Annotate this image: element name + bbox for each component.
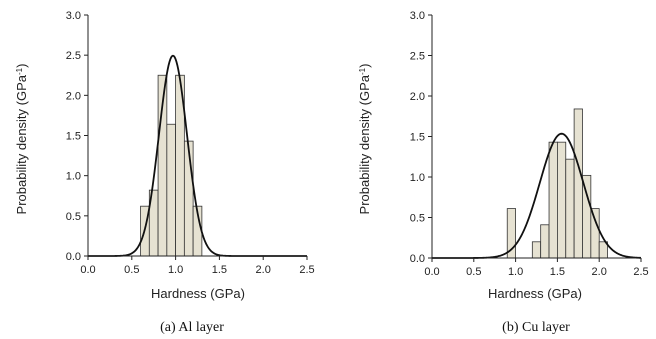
panel-b-ylabel: Probability density (GPa-1) [357,64,372,215]
panel-b-hist-bar [531,241,542,259]
panel-cu-layer: Probability density (GPa-1) Hardness (GP… [357,10,649,335]
panel-b-y-tick-label: 1.0 [410,172,425,184]
panel-al-layer: Probability density (GPa-1) Hardness (GP… [14,10,315,335]
panel-a-x-tick-label: 1.0 [168,264,183,276]
panel-b-y-tick-label: 2.0 [410,91,425,103]
panel-a-x-tick-label: 2.5 [299,264,314,276]
panel-a-y-tick-label: 2.5 [66,50,81,62]
panel-b-hist-bar [590,208,600,259]
panel-b-x-tick-label: 1.5 [550,266,565,278]
panel-b-x-tick-label: 0.0 [424,266,439,278]
panel-b-y-tick-label: 0.0 [410,253,425,265]
panel-b-x-tick-label: 2.0 [592,266,607,278]
panel-a-hist-bar [183,140,194,257]
panel-a-x-tick-label: 2.0 [256,264,271,276]
panel-b-hist-bar [557,141,567,259]
panel-b-hist-bar [548,141,558,259]
panel-b-y-tick-label: 1.5 [410,132,425,144]
panel-a-y-tick-label: 1.5 [66,131,81,143]
panel-b-y-tick-label: 2.5 [410,51,425,63]
panel-b-y-tick-label: 0.5 [410,213,425,225]
panel-b-xlabel: Hardness (GPa) [488,286,582,301]
panel-a-hist-bar [166,123,176,257]
panel-b-x-tick-label: 1.0 [508,266,523,278]
panel-a-caption: (a) Al layer [160,320,224,335]
panel-b-hist-bar [573,108,583,259]
panel-b-hist-bar [540,224,550,259]
panel-a-x-tick-label: 1.5 [212,264,227,276]
panel-a-y-tick-label: 0.5 [66,211,81,223]
panel-b-hist-bar [565,158,575,259]
panel-a-xlabel: Hardness (GPa) [151,286,245,301]
panel-b-x-tick-label: 2.5 [633,266,648,278]
panel-a-y-tick-label: 3.0 [66,10,81,22]
panel-a-y-tick-label: 2.0 [66,90,81,102]
panel-a-y-tick-label: 0.0 [66,251,81,263]
panel-a-x-tick-label: 0.0 [80,264,95,276]
panel-a-ylabel: Probability density (GPa-1) [14,64,29,215]
panel-b-hist-bar [582,174,592,259]
panel-a-x-tick-label: 0.5 [124,264,139,276]
panel-b-fit-curve [432,132,642,259]
panel-b-y-tick-label: 3.0 [410,10,425,22]
panel-b-x-tick-label: 0.5 [466,266,481,278]
panel-b-caption: (b) Cu layer [502,320,570,335]
panel-a-y-tick-label: 1.0 [66,171,81,183]
